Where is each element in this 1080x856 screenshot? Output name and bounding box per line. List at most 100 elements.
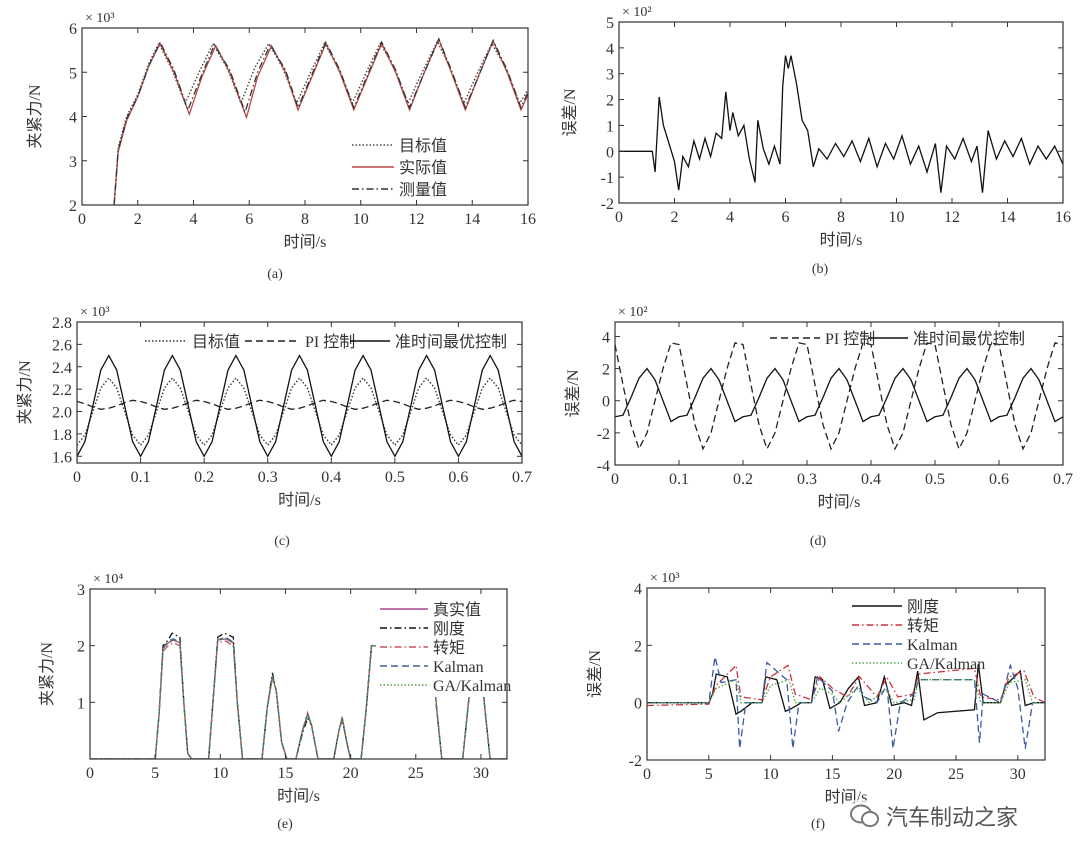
x-tick-label: 0 [643,766,651,783]
series-line-PI 控制 [77,399,522,410]
y-tick-label: 0 [634,696,642,713]
x-tick-label: 5 [151,765,159,782]
x-tick-label: 0.1 [669,471,689,488]
x-tick-label: 16 [520,211,536,228]
x-tick-label: 0 [86,765,94,782]
y-tick-label: 1.6 [52,449,72,466]
x-tick-label: 12 [944,209,960,226]
series-line-转矩 [90,640,507,759]
x-tick-label: 20 [343,765,359,782]
x-tick-label: 15 [277,765,293,782]
y-tick-label: 2.0 [52,405,72,422]
x-tick-label: 25 [408,765,424,782]
legend-label: 转矩 [433,639,465,657]
watermark-text: 汽车制动之家 [886,806,1019,831]
y-tick-label: 2.4 [52,360,72,377]
series-line-error [619,55,1063,193]
y-tick-label: -4 [597,458,610,475]
x-tick-label: 8 [301,211,309,228]
x-tick-label: 0.2 [733,471,753,488]
x-tick-label: 16 [1055,209,1071,226]
x-tick-label: 0.4 [321,469,341,486]
legend-label: Kalman [907,637,958,654]
y-tick-label: 4 [69,110,77,127]
x-tick-label: 8 [837,209,845,226]
y-axis-label: 误差/N [561,88,579,136]
plot-frame [76,321,523,464]
x-axis-label: 时间/s [818,493,861,511]
y-tick-label: 3 [69,154,77,171]
y-tick-label: 4 [634,581,642,598]
x-tick-label: 0 [73,469,81,486]
y-tick-label: 4 [602,329,610,346]
chart-c: 0 0.1 0.2 0.3 0.4 0.5 0.6 0.7 1.6 1.8 2.0 2.2 2.4 2.6… [16,305,532,549]
y-tick-label: 4 [606,41,614,58]
x-tick-label: 2 [134,211,142,228]
y-tick-label: 2.8 [52,315,72,332]
y-tick-label: 3 [77,582,85,599]
x-tick-label: 0.7 [1053,471,1073,488]
y-axis-label: 夹紧力/N [26,84,44,148]
x-tick-label: 0.5 [925,471,945,488]
y-tick-label: 1 [77,695,85,712]
y-tick-label: 2 [606,93,614,110]
legend-label: 测量值 [399,181,447,199]
y-axis-label: 误差/N [564,369,582,417]
x-tick-label: 20 [886,766,902,783]
x-tick-label: 15 [824,766,840,783]
subfigure-caption: (a) [267,267,283,282]
x-tick-label: 6 [782,209,790,226]
y-tick-label: -2 [601,196,614,213]
x-tick-label: 4 [726,209,734,226]
x-tick-label: 10 [763,766,779,783]
x-tick-label: 30 [473,765,489,782]
series-line-PI 控制 [615,342,1063,451]
legend-label: Kalman [433,659,484,676]
legend: 目标值 PI 控制 准时间最优控制 [145,333,507,351]
series-line-准时间最优控制 [615,367,1063,423]
x-tick-label: 10 [212,765,228,782]
axis-exponent: × 10³ [85,11,115,26]
x-tick-label: 0 [78,211,86,228]
legend-label: 刚度 [907,598,939,616]
y-tick-label: -2 [629,753,642,770]
legend-label: PI 控制 [305,333,355,351]
series-line-目标值 [77,376,522,447]
legend-label: 转矩 [907,617,939,635]
series-line-刚度 [647,663,1045,721]
axis-exponent: × 10³ [650,571,680,586]
plot-frame [89,588,508,760]
y-tick-label: 3 [606,67,614,84]
y-tick-label: -2 [597,426,610,443]
legend-background [848,594,1041,660]
axis-exponent: × 10³ [80,305,110,320]
x-tick-label: 10 [889,209,905,226]
subfigure-caption: (f) [811,817,825,832]
legend-label: 准时间最优控制 [395,333,507,351]
y-tick-label: 2 [77,639,85,656]
subfigure-caption: (c) [274,534,290,549]
x-tick-label: 0.3 [797,471,817,488]
legend-label: 真实值 [433,601,481,619]
x-tick-label: 2 [671,209,679,226]
legend-label: 实际值 [399,159,447,177]
y-tick-label: 1.8 [52,427,72,444]
series-line-GA/Kalman [647,678,1045,704]
watermark: 汽车制动之家 [850,800,1019,832]
x-axis-label: 时间/s [284,233,327,251]
x-tick-label: 0.4 [861,471,881,488]
x-tick-label: 0.1 [131,469,151,486]
y-tick-label: 0 [602,394,610,411]
x-tick-label: 0.5 [385,469,405,486]
y-tick-label: 5 [606,15,614,32]
y-axis-label: 夹紧力/N [16,360,34,424]
y-tick-label: 2 [602,362,610,379]
axis-exponent: × 10² [618,305,648,320]
legend: PI 控制 准时间最优控制 [770,330,1025,348]
x-tick-label: 25 [948,766,964,783]
